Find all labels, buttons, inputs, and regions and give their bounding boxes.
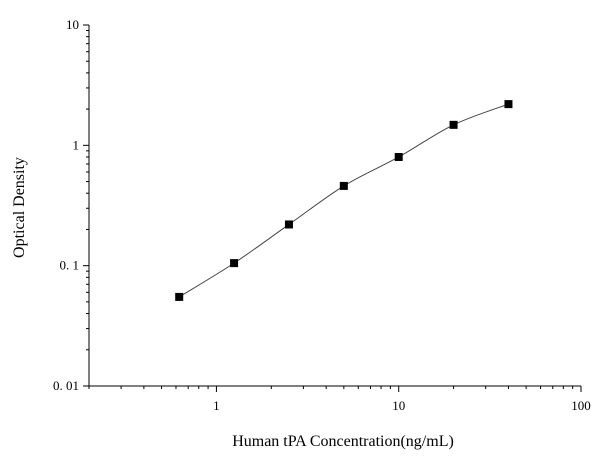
- data-point: [504, 100, 513, 109]
- data-point: [230, 259, 239, 268]
- y-axis-title: Optical Density: [11, 157, 28, 258]
- data-point: [449, 120, 458, 129]
- data-point: [175, 292, 184, 301]
- y-tick-label: 10: [66, 17, 79, 32]
- y-tick-label: 1: [73, 137, 80, 152]
- axes: [88, 25, 581, 387]
- x-tick-label: 10: [392, 398, 405, 413]
- x-tick-label: 1: [213, 398, 220, 413]
- data-point: [339, 181, 348, 190]
- fitted-curve: [178, 103, 509, 298]
- y-ticks: 0. 01 0. 1 1 10: [53, 17, 89, 393]
- data-point: [394, 152, 403, 161]
- x-ticks: 1 10 100: [88, 386, 591, 413]
- data-points: [175, 100, 513, 301]
- y-tick-label: 0. 1: [60, 258, 80, 273]
- x-axis-title: Human tPA Concentration(ng/mL): [232, 433, 454, 450]
- y-tick-label: 0. 01: [53, 378, 79, 393]
- x-tick-label: 100: [571, 398, 591, 413]
- data-point: [284, 220, 293, 229]
